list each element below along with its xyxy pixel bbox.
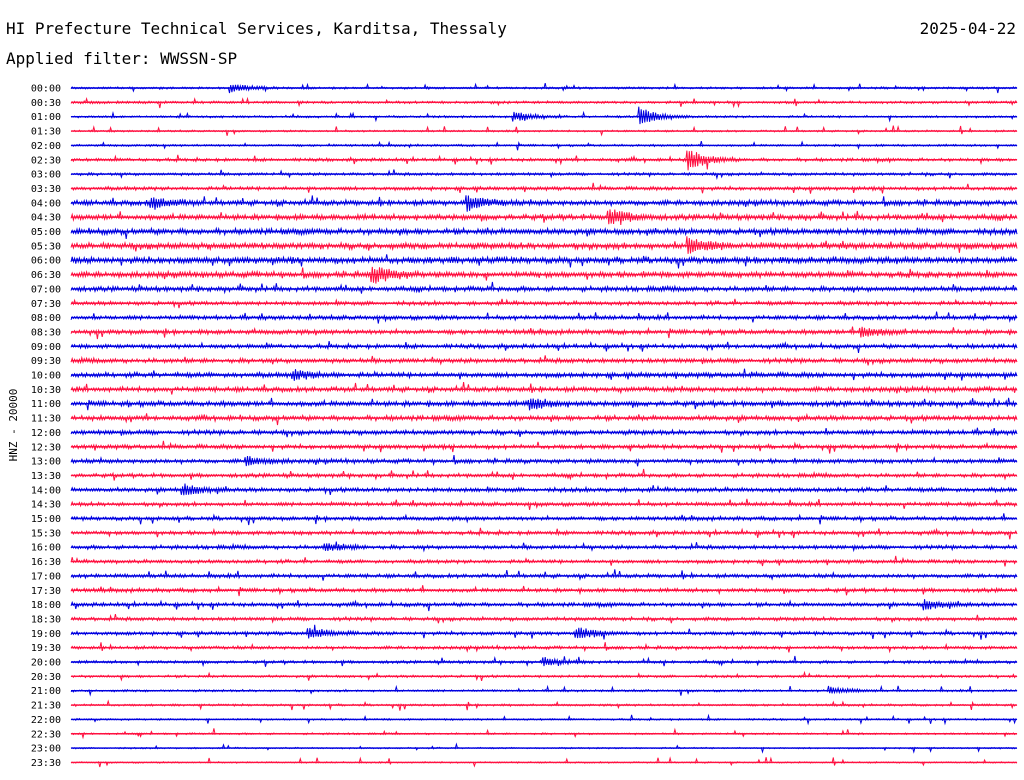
row-label-1430: 14:30 — [31, 500, 61, 511]
trace-0700 — [70, 281, 1018, 295]
row-label-0030: 00:30 — [31, 98, 61, 109]
row-label-2130: 21:30 — [31, 701, 61, 712]
row-label-1630: 16:30 — [31, 557, 61, 568]
trace-1130 — [70, 412, 1018, 426]
row-label-0300: 03:00 — [31, 170, 61, 181]
trace-1600 — [70, 541, 1018, 553]
row-label-1400: 14:00 — [31, 485, 61, 496]
row-label-2100: 21:00 — [31, 686, 61, 697]
row-label-2000: 20:00 — [31, 658, 61, 669]
row-label-1530: 15:30 — [31, 528, 61, 539]
row-label-2200: 22:00 — [31, 715, 61, 726]
trace-0500 — [70, 226, 1018, 239]
row-label-0830: 08:30 — [31, 327, 61, 338]
filter-label: Applied filter: WWSSN-SP — [6, 49, 238, 68]
row-label-1800: 18:00 — [31, 600, 61, 611]
row-label-1000: 10:00 — [31, 371, 61, 382]
trace-2130 — [70, 699, 1018, 711]
trace-0100 — [70, 106, 1018, 125]
station-title: HI Prefecture Technical Services, Kardit… — [6, 19, 507, 38]
row-label-1200: 12:00 — [31, 428, 61, 439]
row-label-0330: 03:30 — [31, 184, 61, 195]
trace-2230 — [70, 727, 1018, 740]
row-label-1830: 18:30 — [31, 614, 61, 625]
row-label-0200: 02:00 — [31, 141, 61, 152]
y-axis-label: HNZ - 20000 — [7, 389, 20, 462]
trace-1700 — [70, 569, 1018, 582]
row-label-0800: 08:00 — [31, 313, 61, 324]
row-label-1730: 17:30 — [31, 586, 61, 597]
row-label-1030: 10:30 — [31, 385, 61, 396]
row-label-0400: 04:00 — [31, 198, 61, 209]
row-label-2330: 23:30 — [31, 758, 61, 769]
row-label-1330: 13:30 — [31, 471, 61, 482]
row-label-0930: 09:30 — [31, 356, 61, 367]
row-label-0430: 04:30 — [31, 213, 61, 224]
row-label-2300: 23:00 — [31, 744, 61, 755]
trace-0230 — [70, 150, 1018, 171]
row-label-0630: 06:30 — [31, 270, 61, 281]
trace-0630 — [70, 266, 1018, 284]
trace-1500 — [70, 513, 1018, 526]
row-label-2230: 22:30 — [31, 729, 61, 740]
row-label-1100: 11:00 — [31, 399, 61, 410]
row-label-0730: 07:30 — [31, 299, 61, 310]
date-label: 2025-04-22 — [919, 19, 1016, 38]
traces — [70, 82, 1018, 768]
row-label-0900: 09:00 — [31, 342, 61, 353]
row-label-0100: 01:00 — [31, 112, 61, 123]
row-label-1700: 17:00 — [31, 571, 61, 582]
row-label-0230: 02:30 — [31, 155, 61, 166]
trace-1030 — [70, 382, 1018, 395]
trace-0600 — [70, 254, 1018, 269]
row-label-1230: 12:30 — [31, 442, 61, 453]
row-label-0530: 05:30 — [31, 241, 61, 252]
row-label-1600: 16:00 — [31, 543, 61, 554]
row-label-0500: 05:00 — [31, 227, 61, 238]
trace-0900 — [70, 340, 1018, 353]
trace-0830 — [70, 326, 1018, 340]
row-label-1130: 11:30 — [31, 414, 61, 425]
row-labels: 00:00 00:30 01:00 01:30 02:00 02:30 03:00 03:30… — [31, 84, 61, 769]
row-label-1300: 13:00 — [31, 457, 61, 468]
trace-0030 — [70, 96, 1018, 109]
row-label-2030: 20:30 — [31, 672, 61, 683]
row-label-1930: 19:30 — [31, 643, 61, 654]
trace-0530 — [70, 236, 1018, 254]
row-label-0600: 06:00 — [31, 256, 61, 267]
row-label-0130: 01:30 — [31, 127, 61, 138]
row-label-1500: 15:00 — [31, 514, 61, 525]
row-label-0000: 00:00 — [31, 84, 61, 95]
row-label-1900: 19:00 — [31, 629, 61, 640]
trace-1900 — [70, 624, 1018, 640]
row-label-0700: 07:00 — [31, 284, 61, 295]
